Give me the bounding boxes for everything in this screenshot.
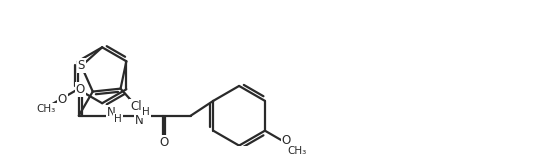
Text: O: O xyxy=(75,83,85,96)
Text: O: O xyxy=(159,136,169,149)
Text: Cl: Cl xyxy=(130,100,142,113)
Text: H: H xyxy=(114,114,122,124)
Text: S: S xyxy=(77,58,85,72)
Text: H: H xyxy=(142,107,150,117)
Text: O: O xyxy=(58,93,67,106)
Text: N: N xyxy=(107,106,116,119)
Text: O: O xyxy=(282,134,291,147)
Text: CH₃: CH₃ xyxy=(36,104,55,114)
Text: CH₃: CH₃ xyxy=(288,146,307,156)
Text: N: N xyxy=(135,114,144,127)
